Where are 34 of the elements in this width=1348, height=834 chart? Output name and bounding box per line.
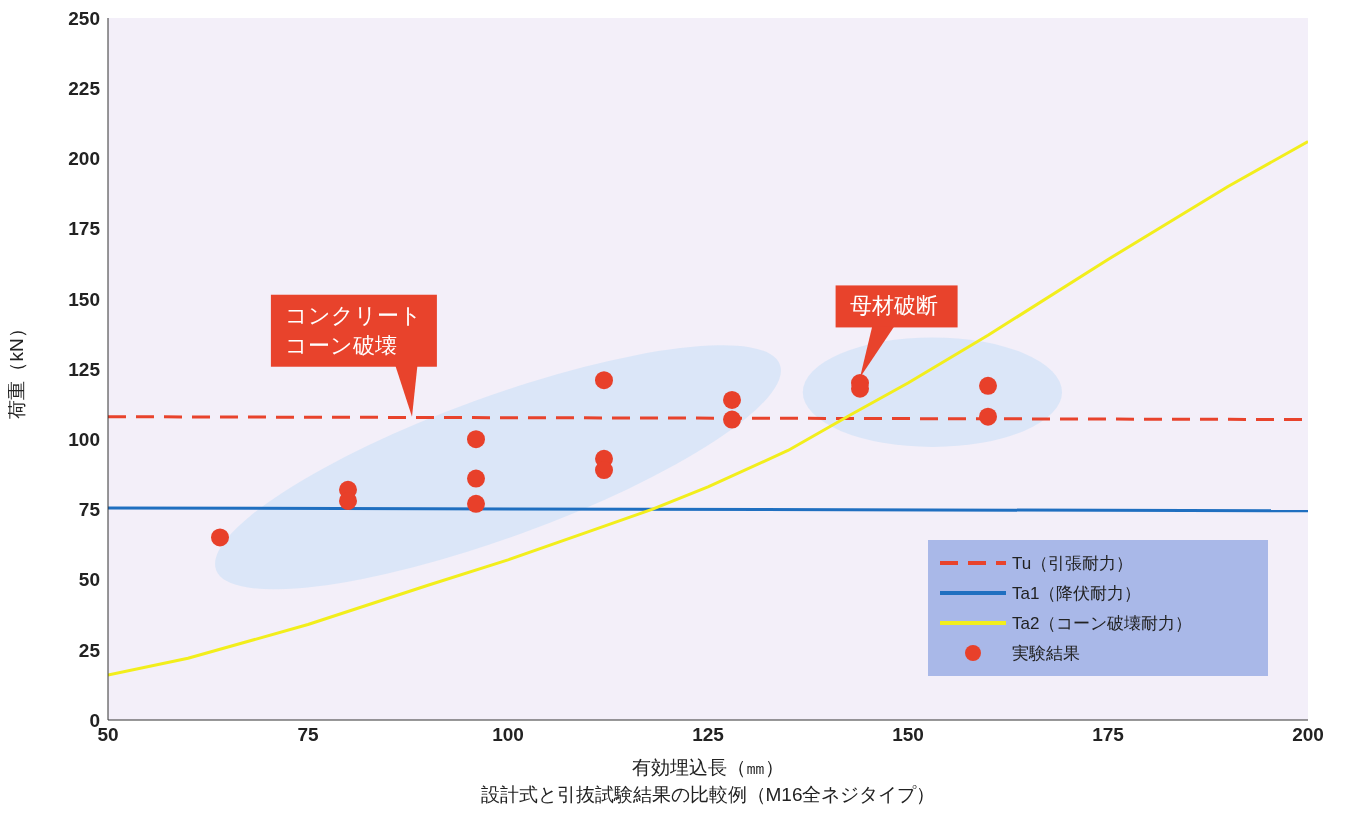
x-tick-label: 100 (492, 724, 524, 746)
legend-label: Ta1（降伏耐力） (1012, 582, 1142, 605)
x-tick-label: 200 (1292, 724, 1324, 746)
y-tick-label: 175 (68, 218, 101, 240)
x-axis-title: 有効埋込長（㎜） (632, 757, 784, 778)
y-tick-label: 25 (78, 639, 101, 661)
point (467, 494, 485, 513)
y-tick-label: 225 (68, 77, 101, 99)
legend-label: Tu（引張耐力） (1012, 552, 1134, 575)
annotation: コンクリートコーン破壊 (270, 294, 437, 367)
point (595, 371, 613, 390)
point (467, 430, 485, 449)
point (723, 410, 741, 429)
point (723, 390, 741, 409)
y-tick-label: 250 (68, 7, 100, 29)
text: 設計式と引抜試験結果の比較例（M16全ネジタイプ） (479, 783, 937, 807)
y-tick-label: 50 (78, 569, 100, 591)
line-series (108, 140, 1308, 677)
y-tick-label: 125 (68, 358, 101, 380)
x-tick-label: 125 (692, 724, 725, 746)
x-tick-label: 75 (297, 724, 319, 746)
y-tick-label: 75 (78, 499, 101, 521)
point (467, 469, 485, 488)
x-tick-label: 175 (1092, 724, 1125, 746)
x-tick-label: 150 (892, 724, 924, 746)
point (211, 528, 229, 547)
y-tick-label: 100 (68, 428, 100, 450)
y-tick-label: 150 (68, 288, 100, 310)
y-tick-label: 200 (68, 148, 100, 170)
annotation: 母材破断 (835, 285, 958, 328)
point (979, 407, 997, 426)
point (979, 376, 997, 395)
legend-label: 実験結果 (1012, 642, 1080, 665)
legend-label: Ta2（コーン破壊耐力） (1012, 612, 1193, 635)
